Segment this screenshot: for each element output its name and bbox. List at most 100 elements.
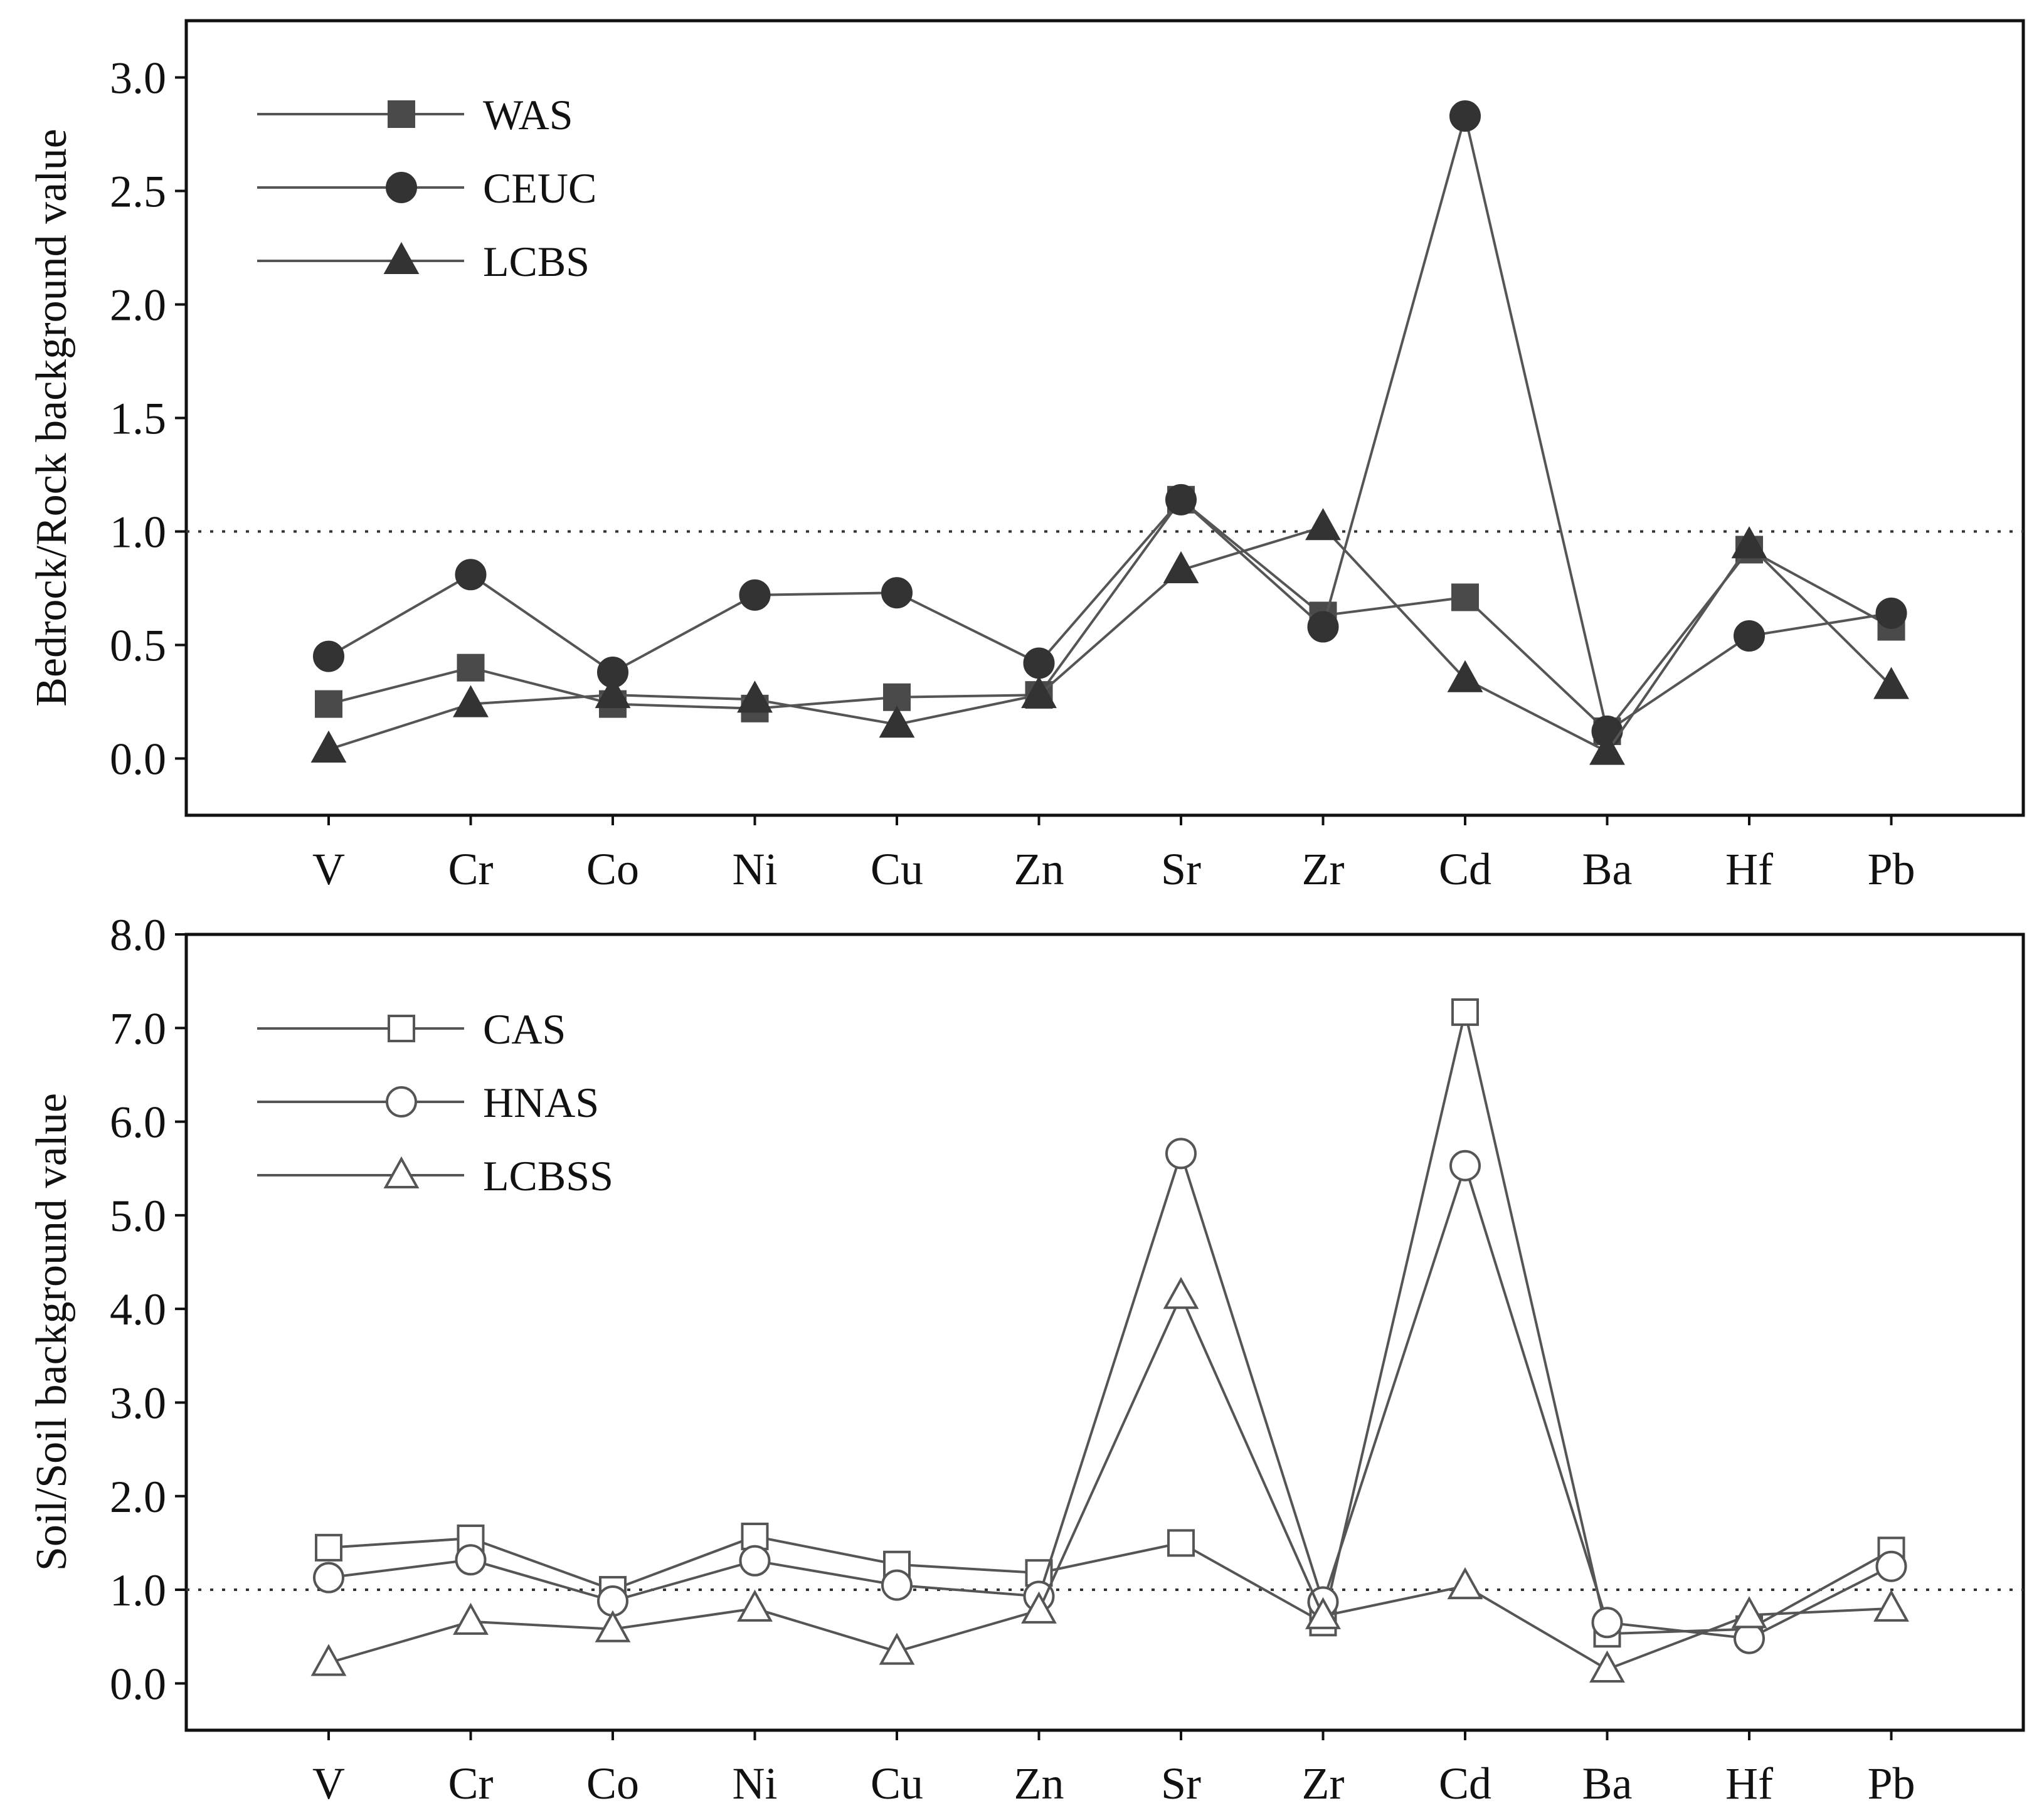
soil-lcbss-point-co <box>595 1610 631 1642</box>
soil-x-tick-label-cu: Cu <box>871 1758 923 1809</box>
soil-hnas-point-v <box>313 1562 344 1594</box>
soil-lcbss-point-cu <box>879 1632 915 1665</box>
bedrock-lcbs-point-cr <box>453 685 489 717</box>
bedrock-lcbs-point-sr <box>1163 551 1199 584</box>
soil-cas-point-cd <box>1451 998 1479 1026</box>
bedrock-lcbs-point-pb <box>1873 667 1909 699</box>
soil-y-tick-label: 4.0 <box>110 1284 166 1335</box>
bedrock-ceuc-point-cu <box>881 577 913 609</box>
soil-lcbss-point-cd <box>1447 1567 1483 1600</box>
bedrock-x-tick-label-ni: Ni <box>733 844 778 894</box>
bedrock-x-tick-label-cd: Cd <box>1439 844 1491 894</box>
bedrock-x-tick-label-cr: Cr <box>448 844 494 894</box>
bedrock-series-line-was <box>328 497 1892 734</box>
soil-legend: CAS HNAS LCBSS <box>257 1005 613 1200</box>
bedrock-x-tick-label-pb: Pb <box>1867 844 1915 894</box>
soil-lcbss-point-ni <box>737 1589 773 1622</box>
bedrock-x-tick-label-hf: Hf <box>1725 844 1773 894</box>
bedrock-lcbs-point-zr <box>1305 508 1341 541</box>
soil-y-tick-label: 7.0 <box>110 1003 166 1054</box>
bedrock-y-tick-label: 2.0 <box>110 280 166 330</box>
bedrock-y-axis-title: Bedrock/Rock background value <box>28 129 76 706</box>
bedrock-series-lcbs <box>310 508 1909 765</box>
soil-lcbss-point-cr <box>453 1602 489 1635</box>
bedrock-ceuc-point-hf <box>1734 620 1765 652</box>
legend-marker-hnas <box>386 1086 417 1118</box>
bedrock-lcbs-point-zn <box>1021 676 1057 709</box>
soil-plot-frame <box>184 933 2025 1732</box>
bedrock-ceuc-point-pb <box>1875 597 1907 629</box>
bedrock-x-tick-label-zn: Zn <box>1014 844 1064 894</box>
bedrock-was-point-v <box>315 690 342 718</box>
soil-x-tick-label-pb: Pb <box>1867 1758 1915 1809</box>
soil-hnas-point-cu <box>881 1569 913 1601</box>
bedrock-y-tick-label: 0.0 <box>110 734 166 785</box>
soil-cas-point-v <box>315 1533 342 1562</box>
soil-lcbss-point-zr <box>1305 1597 1341 1629</box>
soil-x-tick-label-zr: Zr <box>1302 1758 1345 1809</box>
soil-cas-point-ni <box>741 1522 769 1550</box>
legend-label-lcbs: LCBS <box>483 238 590 285</box>
soil-y-axis-title: Soil/Soil background value <box>28 1093 76 1571</box>
soil-x-tick-label-v: V <box>312 1758 345 1809</box>
soil-x-tick-label-cd: Cd <box>1439 1758 1491 1809</box>
bedrock-ceuc-point-cr <box>455 559 487 591</box>
soil-x-tick-label-ba: Ba <box>1582 1758 1633 1809</box>
soil-lcbss-point-v <box>310 1644 347 1676</box>
soil-y-tick-label: 1.0 <box>110 1565 166 1615</box>
bedrock-x-tick-label-co: Co <box>586 844 639 894</box>
soil-lcbss-point-ba <box>1589 1650 1625 1683</box>
legend-label-was: WAS <box>483 91 573 139</box>
legend-marker-ceuc <box>386 172 417 203</box>
bedrock-ceuc-point-zn <box>1023 647 1055 679</box>
bedrock-lcbs-point-cd <box>1447 660 1483 692</box>
bedrock-ceuc-point-zr <box>1307 611 1339 643</box>
bedrock-legend: WAS CEUC LCBS <box>257 91 596 285</box>
bedrock-lcbs-point-cu <box>879 706 915 738</box>
legend-marker-lcbs <box>383 241 420 274</box>
bedrock-lcbs-point-ba <box>1589 732 1625 765</box>
legend-marker-was <box>388 100 415 128</box>
soil-x-tick-label-ni: Ni <box>733 1758 778 1809</box>
soil-x-tick-label-sr: Sr <box>1161 1758 1201 1809</box>
legend-marker-lcbss <box>383 1156 420 1188</box>
soil-lcbss-point-hf <box>1731 1596 1767 1629</box>
soil-x-tick-label-cr: Cr <box>448 1758 494 1809</box>
soil-y-tick-label: 5.0 <box>110 1191 166 1241</box>
soil-hnas-point-hf <box>1734 1622 1765 1654</box>
bedrock-y-tick-label: 1.5 <box>110 394 166 444</box>
soil-y-tick-label: 8.0 <box>110 910 166 960</box>
soil-cas-point-sr <box>1167 1529 1195 1557</box>
soil-hnas-point-sr <box>1165 1138 1197 1170</box>
bedrock-ceuc-point-cd <box>1449 100 1481 132</box>
soil-x-tick-label-co: Co <box>586 1758 639 1809</box>
bedrock-x-tick-label-v: V <box>312 844 345 894</box>
bedrock-series-line-lcbs <box>328 525 1892 754</box>
soil-lcbss-point-pb <box>1873 1589 1909 1622</box>
soil-y-tick-label: 0.0 <box>110 1659 166 1709</box>
bedrock-was-point-cd <box>1451 583 1479 611</box>
bedrock-x-tick-label-cu: Cu <box>871 844 923 894</box>
bedrock-y-tick-label: 1.0 <box>110 507 166 558</box>
soil-hnas-point-ba <box>1591 1607 1623 1639</box>
bedrock-x-tick-label-ba: Ba <box>1582 844 1633 894</box>
bedrock-lcbs-point-v <box>310 730 347 763</box>
soil-chart-panel: Soil/Soil background value 0.0 1.0 2.0 3.0 4… <box>28 910 2025 1809</box>
soil-y-tick-label: 2.0 <box>110 1472 166 1522</box>
soil-series-hnas <box>313 1138 1907 1654</box>
legend-marker-cas <box>388 1015 415 1042</box>
legend-label-lcbss: LCBSS <box>483 1152 613 1200</box>
bedrock-lcbs-point-ni <box>737 680 773 713</box>
soil-hnas-point-ni <box>739 1545 771 1577</box>
bedrock-x-tick-label-zr: Zr <box>1302 844 1345 894</box>
soil-lcbss-point-sr <box>1163 1277 1199 1309</box>
legend-label-cas: CAS <box>483 1005 566 1053</box>
bedrock-lcbs-point-co <box>595 676 631 709</box>
soil-series-line-hnas <box>328 1149 1892 1640</box>
bedrock-was-point-cr <box>457 653 485 682</box>
soil-x-tick-label-zn: Zn <box>1014 1758 1064 1809</box>
soil-hnas-point-pb <box>1875 1550 1907 1582</box>
soil-series-lcbss <box>310 1277 1909 1683</box>
